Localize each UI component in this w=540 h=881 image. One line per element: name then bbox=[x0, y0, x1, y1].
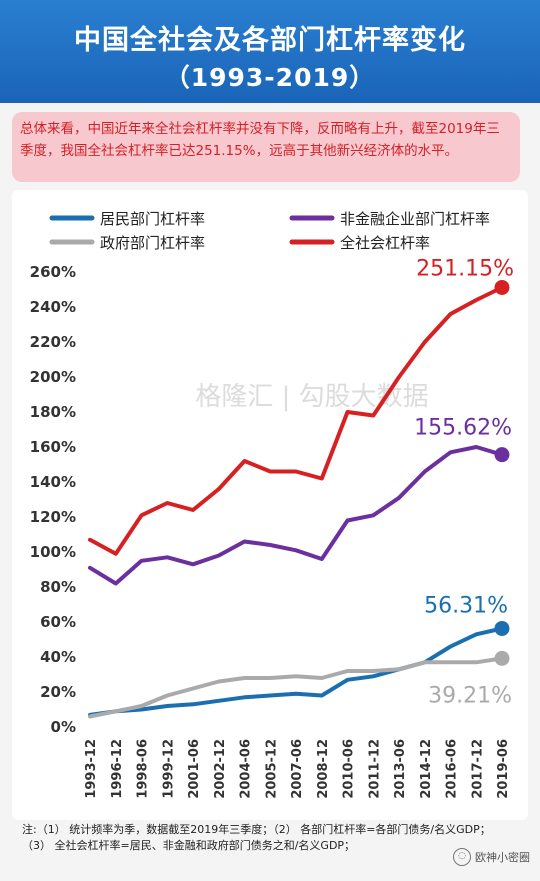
x-tick-label: 2017-12 bbox=[470, 739, 485, 799]
y-tick-label: 80% bbox=[40, 578, 76, 596]
x-tick-label: 2005-12 bbox=[264, 739, 279, 799]
y-tick-label: 160% bbox=[30, 438, 76, 456]
x-tick-label: 2011-12 bbox=[367, 739, 382, 799]
x-tick-label: 2013-06 bbox=[393, 739, 408, 799]
chat-bubble-icon: ◌ bbox=[453, 848, 471, 866]
y-tick-label: 0% bbox=[51, 718, 76, 736]
series-line bbox=[88, 656, 504, 719]
y-tick-label: 60% bbox=[40, 613, 76, 631]
footnote-line: （3） 全社会杠杆率=居民、非金融和政府部门债务之和/名义GDP； bbox=[22, 839, 356, 852]
chart-subtitle: （1993-2019） bbox=[164, 63, 376, 92]
x-tick-label: 2001-06 bbox=[187, 739, 202, 799]
y-tick-label: 240% bbox=[30, 298, 76, 316]
brand-label: 欧神小密圈 bbox=[475, 851, 530, 864]
x-tick-label: 1993-12 bbox=[84, 739, 99, 799]
series-end-label: 155.62% bbox=[414, 416, 512, 441]
y-tick-label: 120% bbox=[30, 508, 76, 526]
series-end-point bbox=[494, 447, 510, 463]
series-end-point bbox=[494, 620, 510, 636]
x-tick-label: 2008-12 bbox=[316, 739, 331, 799]
series-line bbox=[88, 285, 504, 556]
x-tick-label: 2014-12 bbox=[419, 739, 434, 799]
x-tick-label: 1996-12 bbox=[110, 739, 125, 799]
x-tick-label: 2016-06 bbox=[445, 739, 460, 799]
legend-label: 居民部门杠杆率 bbox=[100, 210, 205, 228]
x-tick-label: 1999-12 bbox=[161, 739, 176, 799]
series-end-label: 39.21% bbox=[428, 683, 512, 708]
series-end-point bbox=[494, 650, 510, 666]
footnote-line: 注:（1） 统计频率为季，数据截至2019年三季度；（2） 各部门杠杆率=各部门… bbox=[22, 823, 491, 836]
y-tick-label: 180% bbox=[30, 403, 76, 421]
footnotes: 注:（1） 统计频率为季，数据截至2019年三季度；（2） 各部门杠杆率=各部门… bbox=[22, 822, 492, 854]
series-end-label: 56.31% bbox=[424, 593, 508, 618]
legend-label: 非金融企业部门杠杆率 bbox=[340, 210, 490, 228]
y-tick-label: 40% bbox=[40, 648, 76, 666]
series-line bbox=[88, 626, 504, 717]
y-tick-label: 20% bbox=[40, 683, 76, 701]
summary-box: 总体来看，中国近年来全社会杠杆率并没有下降，反而略有上升，截至2019年三季度，… bbox=[12, 112, 520, 182]
chart-panel: 居民部门杠杆率 非金融企业部门杠杆率政府部门杠杆率 全社会杠杆率 0% 20% 40% 60… bbox=[12, 190, 528, 820]
series-end-label: 251.15% bbox=[416, 256, 514, 281]
y-tick-label: 140% bbox=[30, 473, 76, 491]
x-tick-label: 2002-12 bbox=[213, 739, 228, 799]
y-tick-label: 260% bbox=[30, 263, 76, 281]
x-tick-label: 2010-06 bbox=[342, 739, 357, 799]
series-end-point bbox=[494, 279, 510, 295]
series-line bbox=[88, 445, 504, 586]
x-tick-label: 2019-06 bbox=[496, 739, 511, 799]
watermark-text: 格隆汇 | 勾股大数据 bbox=[195, 382, 428, 412]
y-tick-label: 220% bbox=[30, 333, 76, 351]
x-tick-label: 2007-06 bbox=[290, 739, 305, 799]
x-tick-label: 2004-06 bbox=[239, 739, 254, 799]
legend-label: 全社会杠杆率 bbox=[340, 234, 430, 252]
brand-mark: ◌ 欧神小密圈 bbox=[453, 848, 530, 866]
x-tick-label: 1998-06 bbox=[136, 739, 151, 799]
legend-label: 政府部门杠杆率 bbox=[100, 234, 205, 252]
y-tick-label: 100% bbox=[30, 543, 76, 561]
y-tick-label: 200% bbox=[30, 368, 76, 386]
chart-title: 中国全社会及各部门杠杆率变化 bbox=[74, 25, 466, 56]
title-banner: 中国全社会及各部门杠杆率变化 （1993-2019） bbox=[0, 0, 540, 103]
